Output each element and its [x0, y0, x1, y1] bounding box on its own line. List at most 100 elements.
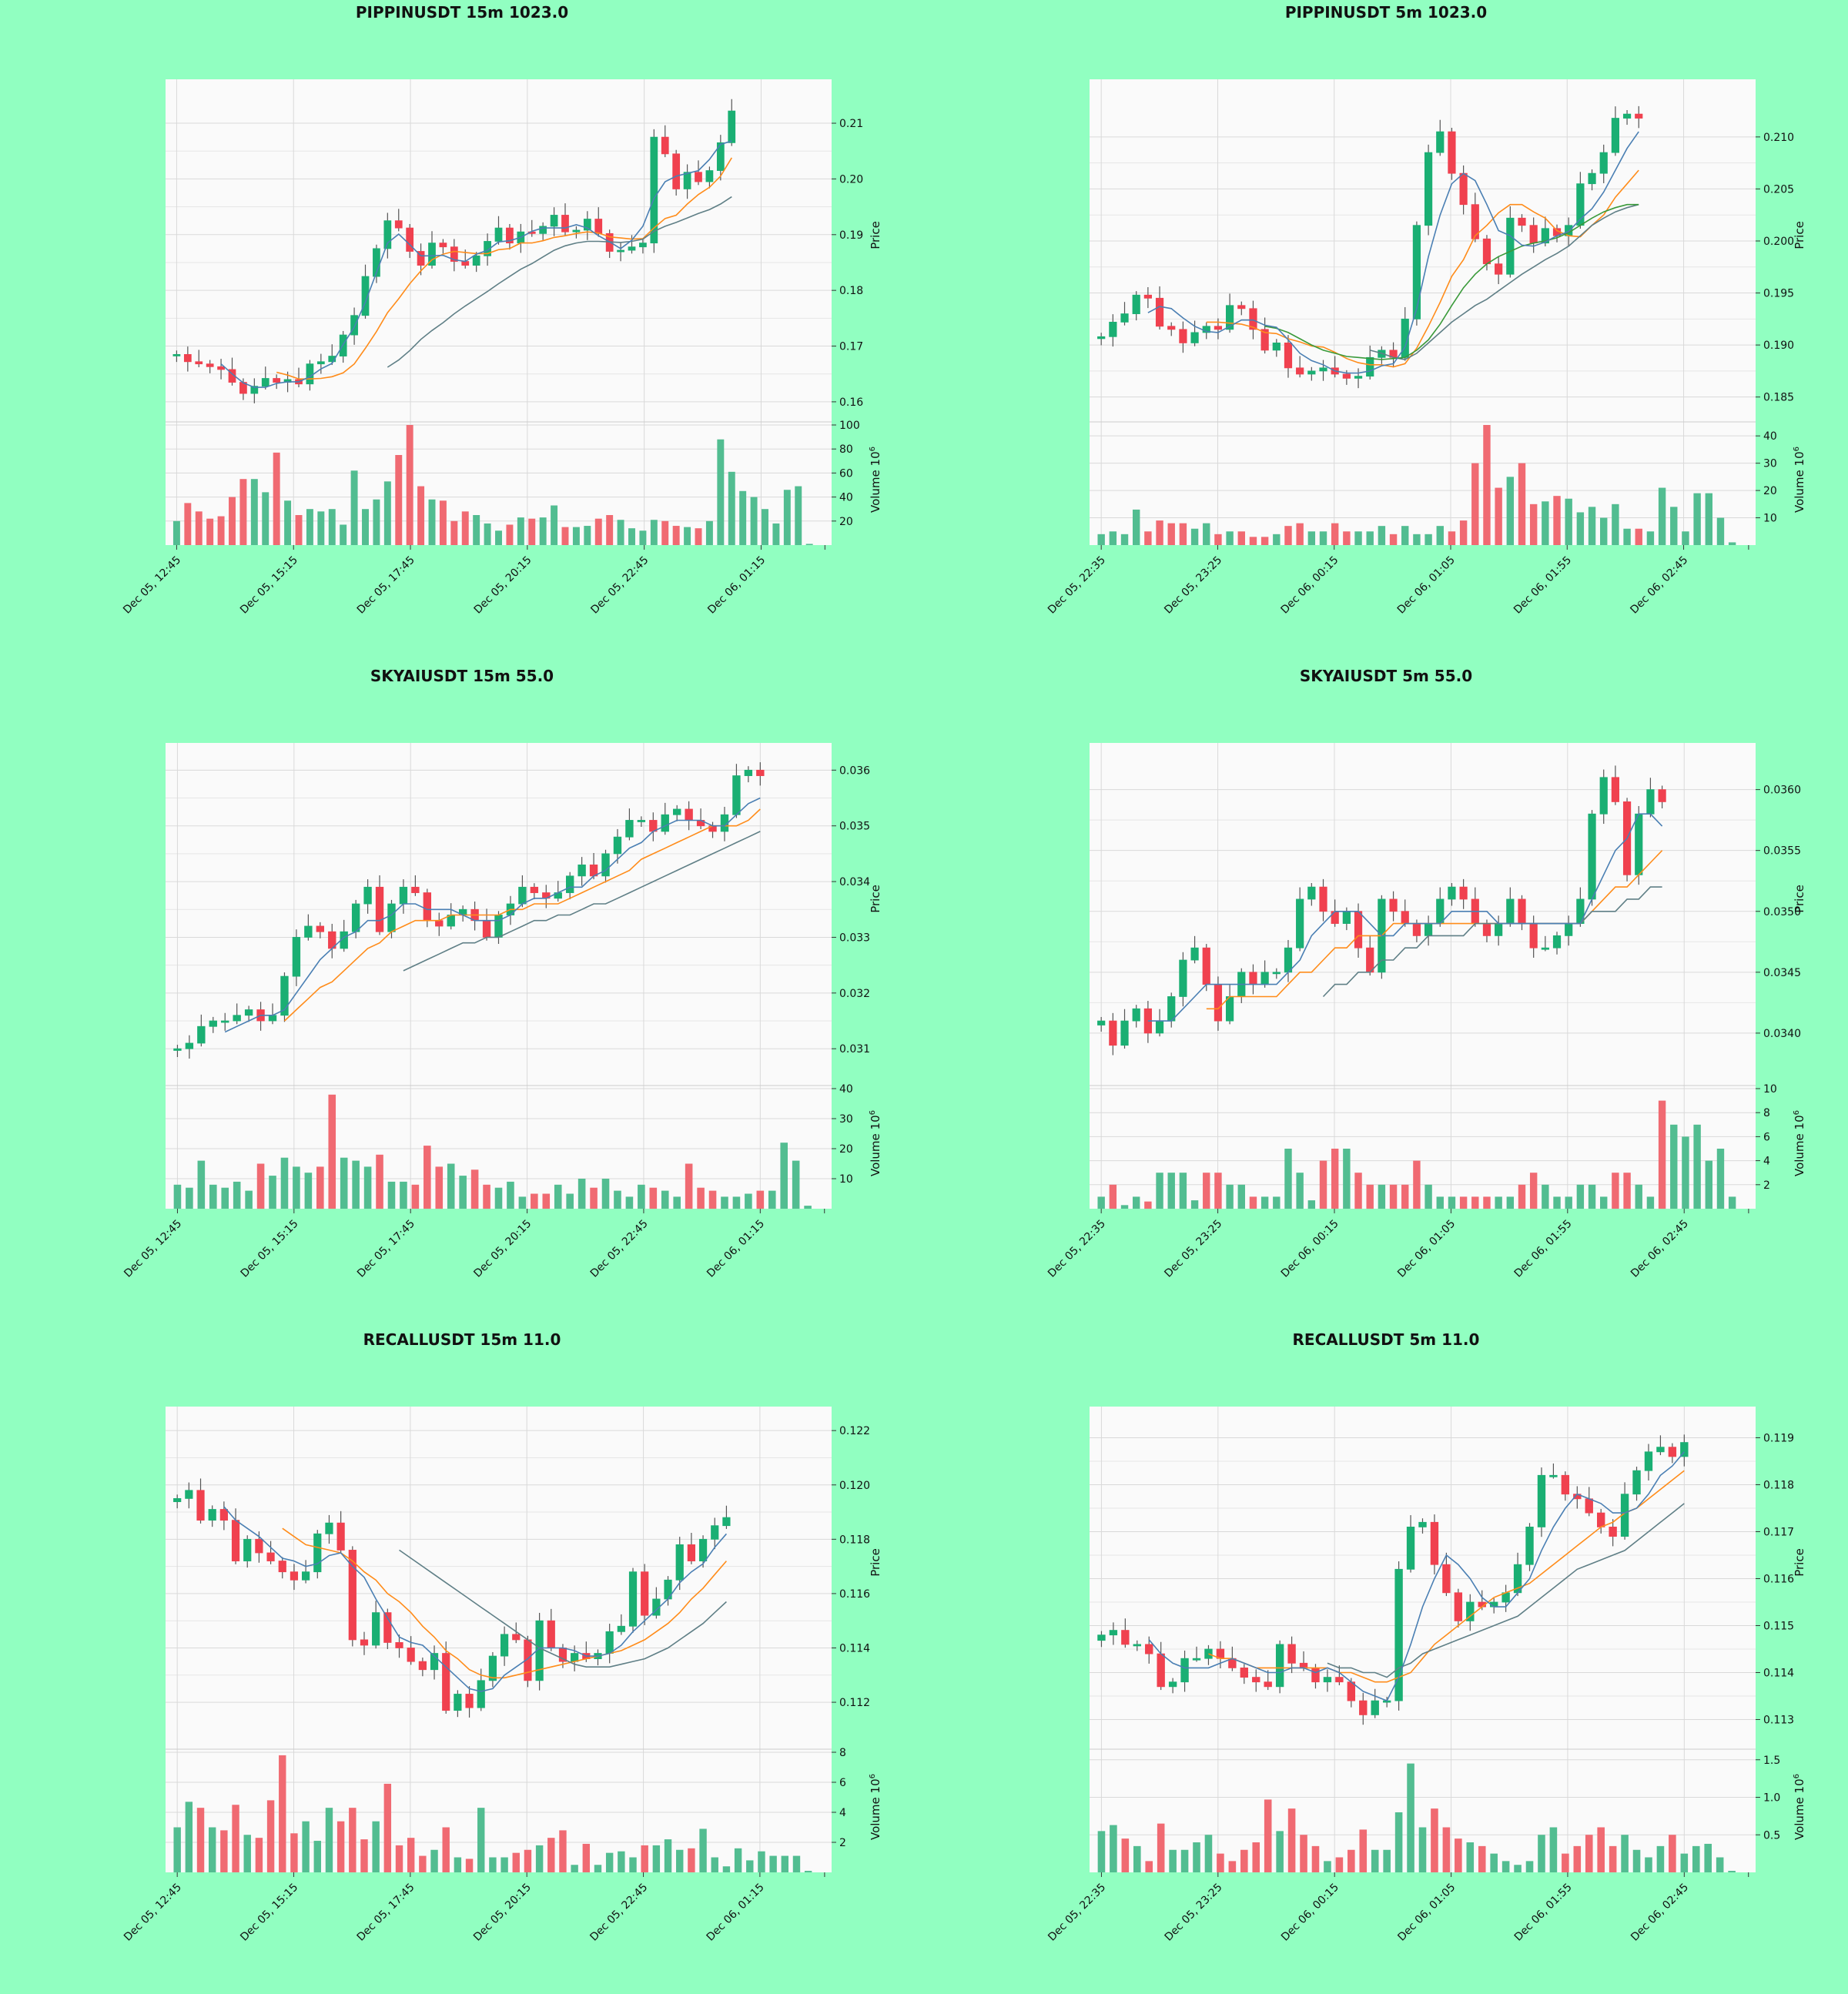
volume-bar — [372, 1821, 380, 1872]
candle-body — [1506, 898, 1515, 924]
volume-bar — [1190, 1200, 1199, 1209]
candle-body — [488, 1655, 497, 1681]
candle-body — [617, 1625, 625, 1632]
volume-tick-label: 20 — [839, 1143, 853, 1156]
price-tick-label: 0.0340 — [1763, 1028, 1801, 1040]
candle-body — [547, 1620, 555, 1648]
candle-body — [1307, 370, 1316, 375]
volume-tick-label: 10 — [1763, 1083, 1777, 1096]
candle-body — [250, 386, 259, 394]
volume-tick-label: 1.0 — [1763, 1792, 1780, 1805]
candle-body — [1412, 923, 1421, 936]
volume-bar — [256, 1163, 265, 1209]
candle-body — [1299, 1662, 1308, 1668]
volume-bar — [206, 518, 214, 545]
candle-body — [1097, 1020, 1106, 1025]
volume-tick-label: 2 — [1763, 1179, 1770, 1192]
volume-bar — [1670, 507, 1678, 545]
volume-bar — [1646, 1196, 1655, 1209]
candle-body — [628, 246, 636, 251]
volume-bar — [1204, 1835, 1213, 1872]
x-tick-label: Dec 05, 12:45 — [122, 1882, 184, 1944]
volume-bar — [1324, 1861, 1331, 1872]
price-tick-label: 0.195 — [1763, 288, 1794, 300]
volume-bar — [387, 1181, 396, 1209]
price-tick-label: 0.118 — [839, 1534, 870, 1546]
candle-body — [1226, 996, 1234, 1022]
candle-body — [1097, 336, 1106, 340]
volume-bar — [262, 492, 270, 545]
volume-bar — [1704, 1843, 1712, 1872]
x-tick-label: Dec 05, 23:25 — [1162, 1218, 1224, 1280]
volume-bar — [772, 523, 780, 545]
x-tick-label: Dec 06, 01:55 — [1512, 1218, 1575, 1280]
volume-bar — [1609, 1845, 1617, 1872]
candle-body — [173, 1497, 182, 1503]
volume-bar — [547, 1838, 555, 1872]
volume-bar — [756, 1190, 765, 1209]
price-tick-label: 0.0350 — [1763, 906, 1801, 918]
x-tick-label: Dec 05, 22:45 — [588, 1882, 650, 1944]
candle-body — [1155, 297, 1164, 327]
candle-body — [572, 229, 581, 233]
candle-body — [1284, 947, 1293, 973]
candle-body — [1260, 972, 1269, 985]
candle-body — [1311, 1667, 1320, 1683]
candle-body — [613, 836, 622, 855]
chart-panel-1: PIPPINUSDT 15m 1023.0 0.16 0.17 0.18 0.19 0.2… — [0, 0, 924, 664]
candle-body — [185, 1490, 193, 1499]
candle-body — [255, 1538, 263, 1554]
volume-bar — [245, 1190, 253, 1209]
volume-bar — [614, 1190, 621, 1209]
volume-bar — [1097, 1196, 1105, 1209]
candle-body — [1296, 898, 1304, 948]
candle-body — [351, 903, 360, 932]
candle-body — [197, 1025, 206, 1044]
chart-title: SKYAIUSDT 15m 55.0 — [370, 667, 554, 685]
volume-bar — [1562, 1853, 1569, 1872]
candle-body — [482, 920, 491, 938]
volume-tick-label: 2 — [839, 1837, 846, 1849]
price-tick-label: 0.036 — [839, 764, 870, 777]
volume-bar — [1214, 534, 1222, 545]
chart-svg: SKYAIUSDT 15m 55.0 0.031 0.032 0.033 0.034 0.… — [122, 667, 882, 1280]
ma-line-fast — [220, 140, 732, 388]
candle-body — [1459, 172, 1468, 206]
x-tick-label: Dec 05, 22:35 — [1046, 1218, 1108, 1280]
candle-body — [695, 172, 702, 182]
candle-body — [1226, 305, 1234, 330]
volume-bar — [1228, 1861, 1237, 1872]
candle-body — [183, 353, 192, 363]
candle-body — [316, 361, 325, 365]
candle-body — [375, 886, 384, 932]
price-tick-label: 0.032 — [839, 988, 870, 1000]
price-tick-label: 0.0345 — [1763, 967, 1801, 979]
candle-body — [395, 1642, 403, 1648]
volume-bar — [1502, 1861, 1510, 1872]
volume-axis-label: Volume 106 — [869, 1774, 882, 1840]
x-tick-label: Dec 05, 12:45 — [121, 554, 183, 617]
volume-bar — [1459, 1196, 1468, 1209]
volume-bar — [430, 1849, 438, 1872]
candle-body — [1599, 777, 1608, 815]
volume-bar — [561, 527, 569, 545]
volume-bar — [349, 1808, 357, 1872]
candle-body — [1319, 886, 1327, 912]
volume-bar — [1240, 1849, 1248, 1872]
price-axis-label: Price — [1793, 885, 1806, 913]
candle-body — [1448, 886, 1456, 900]
candle-body — [325, 1522, 333, 1534]
volume-bar — [1483, 1196, 1491, 1209]
chart-svg: SKYAIUSDT 5m 55.0 0.0340 0.0345 0.0350 0.035… — [1046, 667, 1806, 1280]
volume-bar — [1203, 523, 1210, 545]
volume-bar — [652, 1845, 661, 1872]
candle-body — [383, 220, 392, 249]
candle-body — [1249, 972, 1257, 985]
candle-body — [530, 886, 539, 893]
volume-bar — [684, 527, 691, 545]
candle-body — [423, 892, 432, 922]
candle-body — [454, 1694, 462, 1711]
volume-bar — [400, 1181, 407, 1209]
candle-body — [561, 215, 569, 233]
volume-bar — [1226, 1184, 1234, 1209]
